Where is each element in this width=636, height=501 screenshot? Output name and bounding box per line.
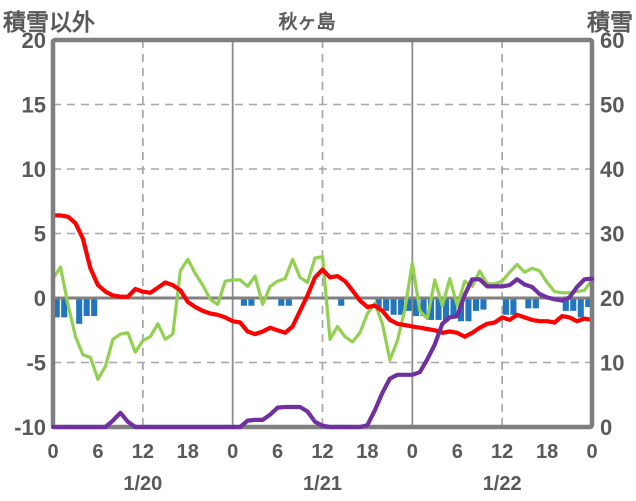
precip-bar [338,299,345,306]
precip-bar [413,299,420,317]
precip-bar [76,299,83,324]
precip-bar [502,299,509,315]
precip-bar [405,299,412,311]
right-axis-title: 積雪 [587,9,633,35]
precip-bar [450,299,457,319]
series-green-line [51,255,594,381]
precip-bar [532,299,539,309]
precip-bar [428,299,435,320]
x-axis-hour-label: 18 [356,441,378,463]
right-axis-tick-label: 30 [600,222,624,247]
x-axis-date-label: 1/22 [483,473,522,495]
left-axis-tick-label: -5 [26,351,46,376]
precip-bar [278,299,285,306]
series-red-line [50,213,595,339]
left-axis-title: 積雪以外 [3,9,95,35]
left-axis-tick-label: 20 [22,28,46,53]
precip-bar [525,299,532,309]
x-axis-hour-label: 6 [272,441,283,463]
precip-bar [435,299,442,320]
right-axis-tick-label: 50 [600,93,624,118]
precip-bar [240,299,247,306]
right-axis-tick-label: 60 [600,28,624,53]
chart-title: 秋ヶ島 [278,12,336,33]
x-axis-hour-label: 18 [177,441,199,463]
x-axis-hour-label: 6 [92,441,103,463]
precip-bar [390,299,397,315]
left-axis-tick-label: 15 [22,93,46,118]
precip-bar [472,299,480,311]
left-axis-tick-label: 10 [22,157,46,182]
right-axis-tick-label: 40 [600,157,624,182]
right-axis-tick-label: 0 [600,415,612,440]
precip-bar [398,299,405,315]
precip-bar [383,299,390,311]
precip-bar [480,299,487,310]
x-axis-hour-label: 18 [536,441,558,463]
x-axis-hour-label: 0 [227,441,238,463]
precip-bar [465,299,472,322]
precip-bar [285,299,292,306]
precip-bar [570,299,577,311]
series-snow-depth-purple-line [50,276,595,430]
precip-bar [61,299,68,318]
x-axis-hour-label: 0 [586,441,597,463]
x-axis-hour-label: 12 [311,441,333,463]
precip-bar [577,299,584,318]
precip-bar [510,299,517,315]
precip-bar [248,299,255,306]
precip-bar [442,299,450,322]
precip-bar [91,299,98,317]
x-axis-hour-label: 6 [452,441,463,463]
precip-bar [83,299,90,317]
left-axis-tick-label: 0 [34,286,46,311]
x-axis-hour-label: 0 [47,441,58,463]
x-axis-hour-label: 12 [132,441,154,463]
precip-bar [420,299,427,317]
left-axis-tick-label: -10 [14,415,46,440]
x-axis-hour-label: 0 [407,441,418,463]
precip-bar [375,299,382,309]
x-axis-date-label: 1/21 [303,473,342,495]
precip-bar [53,299,60,318]
x-axis-date-label: 1/20 [123,473,162,495]
right-axis-tick-label: 10 [600,351,624,376]
precip-bar [585,299,592,308]
right-axis-tick-label: 20 [600,286,624,311]
precip-bar [562,299,569,311]
left-axis-tick-label: 5 [34,222,46,247]
x-axis-hour-label: 12 [491,441,513,463]
